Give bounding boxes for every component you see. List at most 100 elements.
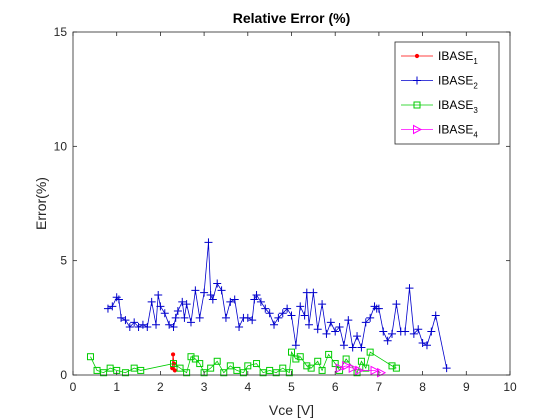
x-tick-label: 5 xyxy=(288,380,295,394)
legend-marker xyxy=(414,53,420,59)
series-ibase-4 xyxy=(335,361,387,378)
legend-marker xyxy=(413,101,421,109)
data-point xyxy=(207,364,215,372)
data-point xyxy=(383,336,392,345)
data-point xyxy=(170,360,178,368)
data-point xyxy=(409,329,418,338)
data-point xyxy=(156,302,165,311)
data-point xyxy=(414,325,423,334)
data-point xyxy=(270,320,279,329)
data-point xyxy=(226,297,235,306)
data-point xyxy=(348,343,357,352)
data-point xyxy=(353,332,362,341)
y-axis-label: Error(%) xyxy=(33,177,49,230)
data-point xyxy=(427,327,436,336)
data-point xyxy=(235,322,244,331)
data-point xyxy=(121,316,130,325)
data-point xyxy=(313,325,322,334)
legend-label-name: IBASE xyxy=(438,123,473,137)
ticks-layer: 0 1 2 3 4 5 6 7 8 9 10 0 5 10 15 xyxy=(54,25,517,394)
data-point xyxy=(137,366,145,374)
data-point xyxy=(134,322,143,331)
data-point xyxy=(213,357,221,365)
x-tick-label: 3 xyxy=(201,380,208,394)
data-point xyxy=(191,286,200,295)
legend-label: IBASE3 xyxy=(438,98,478,115)
data-point xyxy=(172,368,177,373)
data-point xyxy=(265,309,274,318)
data-point xyxy=(348,363,358,373)
data-point xyxy=(357,343,366,352)
data-point xyxy=(152,320,161,329)
data-point xyxy=(392,300,401,309)
data-point xyxy=(287,311,296,320)
data-point xyxy=(195,313,204,322)
data-point xyxy=(165,320,174,329)
data-point xyxy=(370,365,380,376)
x-tick-label: 2 xyxy=(157,380,164,394)
data-point xyxy=(285,369,293,377)
data-point xyxy=(108,302,117,311)
data-point xyxy=(239,369,247,377)
series-layer xyxy=(86,238,451,378)
data-point xyxy=(114,295,123,304)
data-point xyxy=(250,295,259,304)
data-point xyxy=(160,309,169,318)
data-point xyxy=(357,357,365,365)
data-point xyxy=(431,311,440,320)
legend-marker xyxy=(413,124,423,135)
data-point xyxy=(362,364,370,372)
data-point xyxy=(401,327,410,336)
data-point xyxy=(314,357,322,365)
data-point xyxy=(283,304,292,313)
legend-label: IBASE4 xyxy=(438,123,478,140)
data-point xyxy=(171,313,180,322)
data-point xyxy=(279,364,287,372)
data-point xyxy=(253,360,261,368)
legend-label-name: IBASE xyxy=(438,49,473,63)
legend-label-subscript: 3 xyxy=(473,106,478,115)
data-point xyxy=(366,313,375,322)
data-point xyxy=(100,369,108,377)
series-ibase-3 xyxy=(86,348,400,377)
data-point xyxy=(342,355,350,363)
data-point xyxy=(147,297,156,306)
data-point xyxy=(374,304,383,313)
legend-label-subscript: 1 xyxy=(473,57,478,66)
data-point xyxy=(138,320,147,329)
series-ibase-2 xyxy=(103,238,451,373)
data-point xyxy=(130,364,138,372)
data-point xyxy=(307,364,315,372)
data-point xyxy=(117,313,126,322)
data-point xyxy=(93,366,101,374)
data-point xyxy=(233,366,241,374)
data-point xyxy=(230,295,239,304)
data-point xyxy=(186,318,195,327)
data-point xyxy=(248,316,257,325)
data-point xyxy=(106,364,114,372)
data-point xyxy=(130,318,139,327)
data-point xyxy=(143,322,152,331)
data-point xyxy=(183,369,191,377)
data-point xyxy=(180,313,189,322)
data-point xyxy=(252,290,261,299)
series-line xyxy=(90,350,397,374)
data-point xyxy=(318,366,326,374)
data-point xyxy=(244,362,252,370)
data-point xyxy=(206,290,215,299)
data-point xyxy=(366,348,374,356)
data-point xyxy=(220,369,228,377)
data-point xyxy=(392,364,400,372)
data-point xyxy=(221,313,230,322)
y-tick-label: 15 xyxy=(54,25,68,39)
data-point xyxy=(405,284,414,293)
data-point xyxy=(288,348,295,356)
x-tick-label: 4 xyxy=(244,380,251,394)
x-axis-label: Vce [V] xyxy=(269,402,314,418)
y-tick-label: 5 xyxy=(60,254,67,268)
x-tick-label: 9 xyxy=(463,380,470,394)
x-tick-label: 6 xyxy=(332,380,339,394)
data-point xyxy=(208,295,217,304)
data-point xyxy=(388,362,396,370)
